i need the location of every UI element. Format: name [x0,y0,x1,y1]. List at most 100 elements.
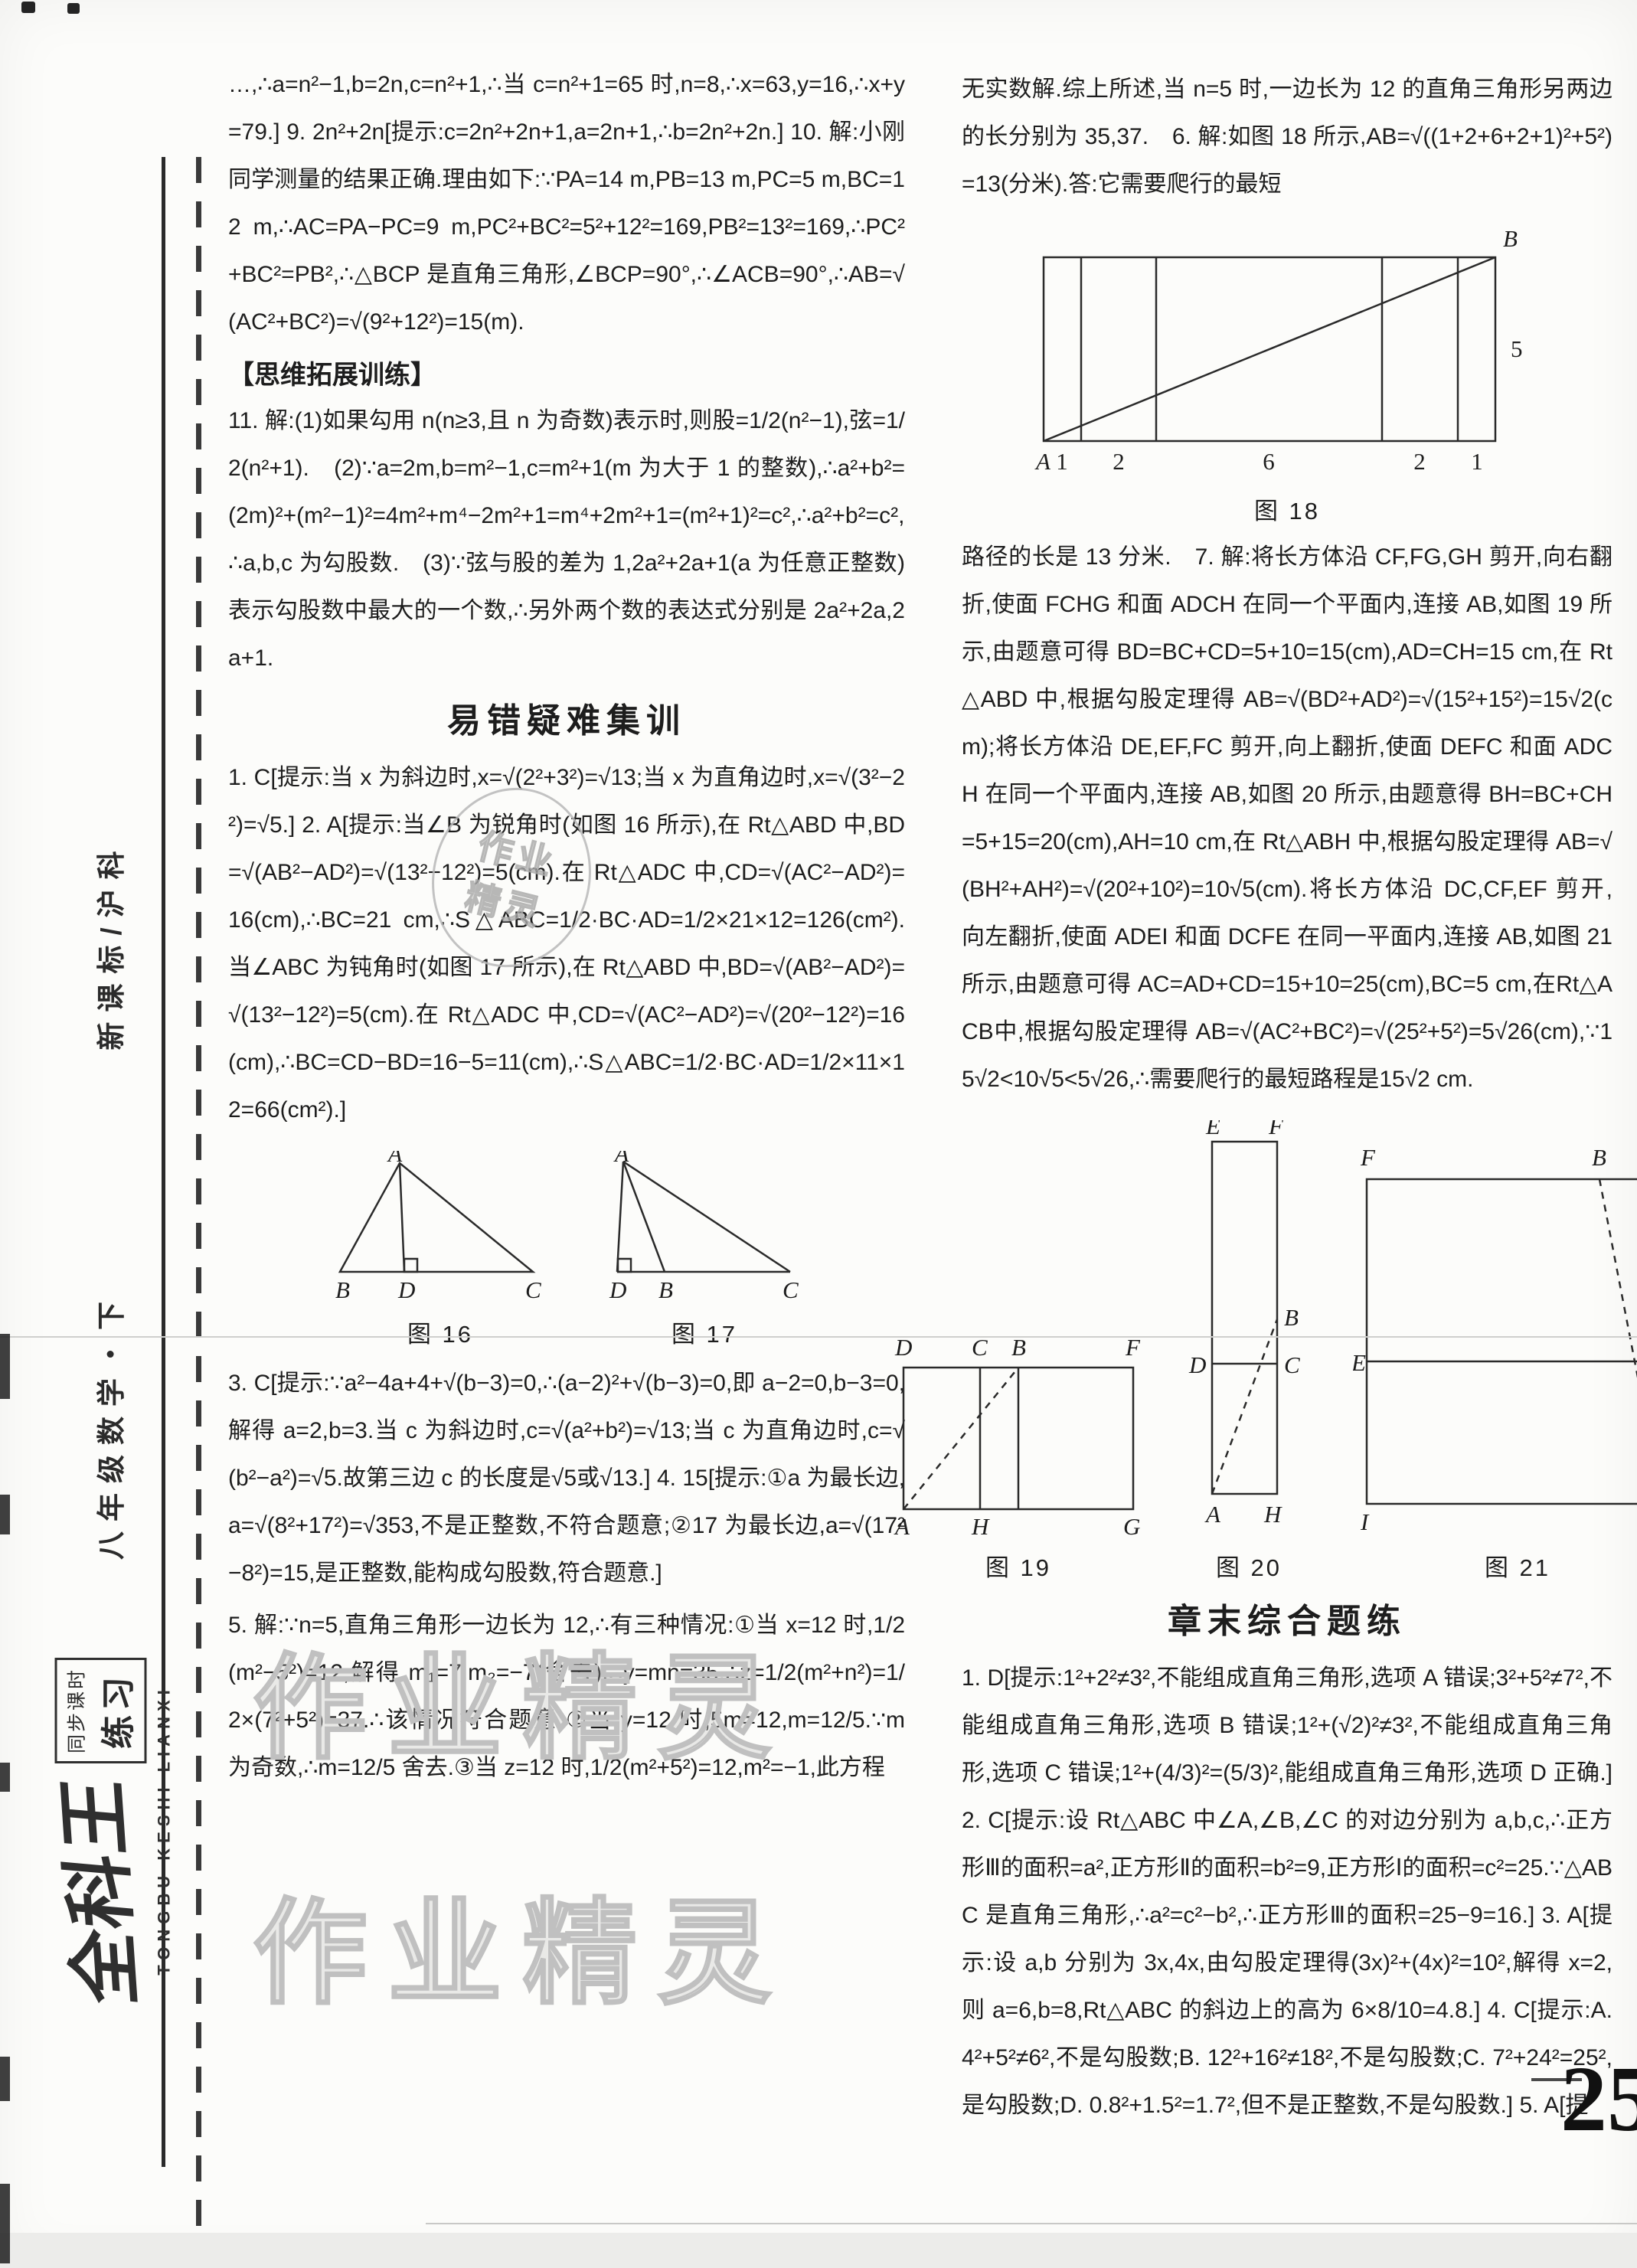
figure-18: B 5 A 1 2 6 2 1 图 18 [962,228,1612,526]
scan-edge-blot [0,1334,10,1399]
section-heading-chapter-review: 章末综合题练 [1168,1603,1407,1640]
left-column: …,∴a=n²−1,b=2n,c=n²+1,∴当 c=n²+1=65 时,n=8… [228,61,905,1796]
page-number: 25 [1560,2047,1637,2151]
label-B: B [1284,1304,1299,1331]
vertex-label-B: B [335,1276,350,1303]
segment-length-2b: 2 [1413,448,1426,475]
answer-7-paragraph: 路径的长是 13 分米. 7. 解:将长方体沿 CF,FG,GH 剪开,向右翻折… [962,544,1612,1092]
figure-20-caption: 图 20 [1215,1554,1282,1581]
figure-20: E F D B C A H 图 20 [1188,1120,1310,1583]
segment-length-2: 2 [1113,448,1125,475]
label-E: E [1353,1349,1366,1376]
label-E: E [1205,1120,1220,1139]
vertex-label-C: C [783,1276,799,1303]
scan-bottom-line [426,2223,1637,2224]
figure-19-drawing: D C B F A H G [894,1334,1141,1538]
logo-box-top-text: 同步课时 [66,1667,88,1754]
side-AB [622,1161,666,1273]
label-D: D [894,1334,912,1361]
side-length-5: 5 [1511,335,1523,362]
label-A: A [894,1513,910,1538]
segment-length-1: 1 [1056,448,1068,475]
answers-continuation-paragraph: …,∴a=n²−1,b=2n,c=n²+1,∴当 c=n²+1=65 时,n=8… [228,72,905,335]
logo-brand-calligraphy: 全科王 [51,1773,149,2008]
label-H: H [1263,1501,1282,1528]
scan-bottom-band [0,2233,1637,2268]
altitude-AD [398,1162,406,1273]
label-D: D [1188,1351,1206,1378]
label-G: G [1123,1513,1140,1538]
figure-16: A B D C 图 16 [329,1151,551,1349]
figure-20-drawing: E F D B C A H [1188,1120,1300,1528]
side-AD [616,1161,625,1273]
label-A: A [1204,1501,1221,1528]
scan-edge-blot [0,1495,10,1534]
label-F: F [1268,1120,1284,1139]
page-number-dash [1531,2078,1582,2081]
chapter-review-answers-paragraph: 1. D[提示:1²+2²≠3²,不能组成直角三角形,选项 A 错误;3²+5²… [962,1665,1612,2118]
figure-16-drawing: A B D C [335,1151,541,1303]
vertex-label-D: D [397,1276,415,1303]
figure-18-drawing: B 5 A 1 2 6 2 1 [1034,228,1523,475]
figure-row-16-17: A B D C 图 16 A D B C [228,1151,905,1349]
scan-speck [67,3,80,14]
label-B: B [1592,1144,1606,1171]
vertex-label-B: B [658,1276,673,1303]
side-AC [622,1160,791,1273]
right-angle-mark [616,1257,632,1273]
figure-21-drawing: F B C E D I A [1353,1144,1637,1535]
answers-3-4-paragraph: 3. C[提示:∵a²−4a+4+√(b−3)=0,∴(a−2)²+√(b−3)… [228,1371,905,1586]
figure-16-caption: 图 16 [407,1321,474,1348]
vertex-label-B: B [1503,228,1518,252]
sidebar-grade-label: 八年级数学・下 [96,1292,127,1560]
logo-series-box: 同步课时 练习 [54,1657,147,1764]
vertex-label-C: C [525,1276,541,1303]
figure-17: A D B C 图 17 [605,1151,804,1349]
scan-speck [21,2,35,13]
dashed-BA [1598,1178,1637,1378]
right-column: 无实数解.综上所述,当 n=5 时,一边长为 12 的直角三角形另两边的长分别为… [894,66,1637,2134]
sidebar-solid-rule [162,157,165,2167]
figure-19: D C B F A H G 图 19 [892,1323,1145,1583]
logo-box-bottom-text: 练习 [100,1672,138,1750]
figure-21-caption: 图 21 [1484,1554,1551,1581]
label-H: H [971,1513,990,1538]
scan-edge-blot [0,1763,10,1792]
dashed-AB [1211,1319,1279,1495]
label-C: C [972,1334,988,1361]
dashed-AB [903,1367,1019,1510]
figure-21: F B C E D I A 图 21 [1353,1132,1637,1583]
figure-17-drawing: A D B C [609,1151,799,1303]
segment-length-6: 6 [1263,448,1275,475]
figure-17-caption: 图 17 [671,1321,738,1348]
scan-edge-blot [0,2057,10,2101]
scan-fold-line [0,1336,1637,1338]
label-F: F [1360,1144,1376,1171]
label-C: C [1284,1351,1300,1378]
triangle-ABC [338,1162,536,1273]
unfolded-rectangle [1211,1140,1279,1495]
unfolded-rectangle [1365,1178,1637,1505]
label-F: F [1125,1334,1141,1361]
section-heading-expand-training: 【思维拓展训练】 [228,361,436,390]
answer-5-continuation-paragraph: 无实数解.综上所述,当 n=5 时,一边长为 12 的直角三角形另两边的长分别为… [962,77,1612,197]
figure-18-caption: 图 18 [1253,498,1321,525]
publisher-logo: 全科王 同步课时 练习 TONGBU KESHI LIANXI [41,1657,175,2008]
answer-5-paragraph: 5. 解:∵n=5,直角三角形一边长为 12,∴有三种情况:①当 x=12 时,… [228,1613,905,1780]
vertex-label-D: D [609,1276,626,1303]
answers-1-2-paragraph: 1. C[提示:当 x 为斜边时,x=√(2²+3²)=√13;当 x 为直角边… [228,765,905,1123]
right-angle-mark [403,1257,419,1273]
section-heading-mistakes: 易错疑难集训 [447,702,686,740]
vertex-label-A: A [613,1151,629,1167]
segment-length-1b: 1 [1471,448,1483,475]
scan-edge-blot [0,2184,10,2263]
watermark-outline-2: 作业精灵 [252,1888,792,2019]
figure-row-19-20-21: D C B F A H G 图 19 E F D B [894,1120,1637,1583]
logo-romanized-text: TONGBU KESHI LIANXI [154,1685,174,1976]
sidebar-binding-dashed-rule [196,157,201,2255]
sidebar-edition-label: 新课标/沪科 [96,841,127,1051]
vertex-label-A: A [387,1151,403,1167]
label-I: I [1360,1508,1370,1535]
figure-19-caption: 图 19 [985,1554,1052,1581]
